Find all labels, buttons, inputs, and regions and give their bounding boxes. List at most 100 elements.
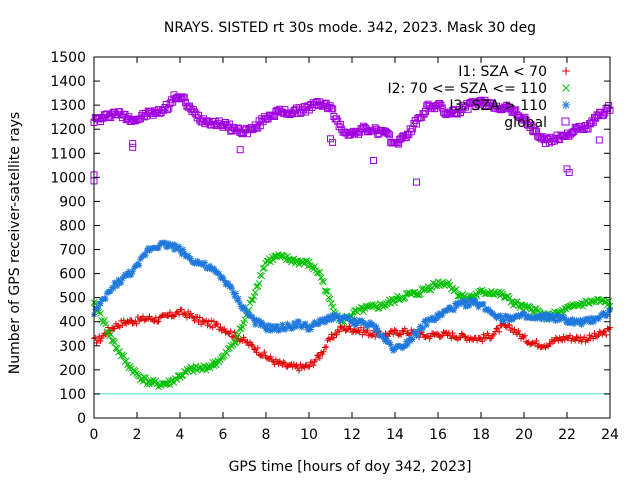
series-1-point-123 bbox=[249, 342, 256, 349]
series-1-point-175 bbox=[316, 355, 323, 362]
series-1-point-49 bbox=[154, 319, 161, 325]
series-3-point-226 bbox=[382, 338, 389, 345]
series-3-point-320 bbox=[503, 313, 510, 319]
series-3-point-202 bbox=[351, 316, 358, 323]
series-3-point-164 bbox=[302, 320, 309, 327]
series-3-point-388 bbox=[591, 318, 598, 324]
series-2-point-93 bbox=[210, 362, 218, 369]
series-4-point-185 bbox=[329, 105, 337, 113]
series-3-point-29 bbox=[128, 271, 135, 278]
series-1-point-28 bbox=[127, 316, 134, 323]
series-3-point-176 bbox=[318, 319, 324, 326]
series-1-point-21 bbox=[118, 317, 125, 324]
series-2-point-125 bbox=[251, 289, 259, 296]
series-3-point-40 bbox=[142, 252, 149, 259]
series-1-point-137 bbox=[267, 353, 274, 360]
y-tick-label-2: 200 bbox=[59, 363, 86, 379]
series-3-point-317 bbox=[499, 315, 506, 321]
series-2 bbox=[90, 251, 614, 391]
series-3-point-349 bbox=[541, 311, 548, 318]
series-3-point-61 bbox=[169, 241, 176, 248]
series-3-point-104 bbox=[225, 280, 232, 286]
series-1-point-85 bbox=[200, 318, 207, 325]
series-1-point-173 bbox=[314, 352, 321, 359]
legend-label-4: global bbox=[504, 115, 547, 131]
y-tick-label-0: 0 bbox=[77, 411, 86, 427]
series-3-point-166 bbox=[305, 327, 312, 334]
x-tick-label-5: 10 bbox=[300, 427, 318, 443]
series-3-point-149 bbox=[283, 325, 290, 332]
y-tick-label-10: 1000 bbox=[50, 170, 86, 186]
series-3-point-69 bbox=[180, 246, 186, 253]
series-4-outlier-5 bbox=[327, 135, 334, 143]
series-3-point-154 bbox=[289, 325, 296, 332]
series-1-point-148 bbox=[281, 360, 288, 367]
series-3-point-398 bbox=[604, 311, 611, 318]
series-2-point-128 bbox=[255, 279, 263, 287]
series-2-point-181 bbox=[324, 288, 331, 295]
series-3-point-318 bbox=[501, 317, 508, 324]
series-4-outlier-2 bbox=[129, 140, 137, 148]
series-3-point-380 bbox=[581, 319, 588, 326]
series-3-point-145 bbox=[278, 325, 284, 332]
series-2-point-139 bbox=[269, 256, 277, 264]
series-1-point-369 bbox=[567, 332, 573, 339]
series-3-point-110 bbox=[232, 290, 239, 297]
series-3-point-135 bbox=[265, 322, 272, 328]
series-3-point-288 bbox=[462, 303, 469, 310]
series-3-point-255 bbox=[420, 325, 426, 332]
series-2-point-122 bbox=[248, 296, 255, 304]
series-1-point-188 bbox=[333, 331, 340, 338]
y-tick-label-8: 800 bbox=[59, 218, 86, 234]
series-1-point-376 bbox=[576, 337, 582, 344]
series-3-point-58 bbox=[165, 240, 172, 247]
series-1-point-390 bbox=[594, 333, 601, 340]
series-3-point-35 bbox=[136, 262, 143, 269]
series-3-point-200 bbox=[349, 318, 355, 325]
x-tick-label-11: 22 bbox=[558, 427, 576, 443]
series-3-point-217 bbox=[370, 322, 377, 329]
series-2-point-16 bbox=[111, 339, 118, 346]
series-3-point-251 bbox=[414, 331, 421, 338]
series-1-point-356 bbox=[550, 338, 557, 345]
legend-marker-2 bbox=[562, 84, 570, 92]
series-4-outlier-3 bbox=[129, 143, 137, 151]
series-3-point-353 bbox=[546, 316, 553, 323]
series-2-point-9 bbox=[102, 320, 109, 328]
series-3-point-100 bbox=[220, 274, 226, 281]
series-1-point-326 bbox=[511, 326, 518, 333]
series-3-point-93 bbox=[211, 265, 217, 272]
series-3-point-395 bbox=[600, 309, 607, 316]
x-tick-label-0: 0 bbox=[90, 427, 99, 443]
series-2-point-221 bbox=[375, 304, 383, 312]
series-2-point-251 bbox=[414, 291, 422, 298]
series-3-point-159 bbox=[296, 318, 303, 325]
series-3-point-146 bbox=[279, 321, 286, 328]
series-2-point-235 bbox=[393, 292, 401, 300]
series-1-point-259 bbox=[425, 332, 432, 339]
series-1-point-59 bbox=[167, 309, 174, 316]
series-3-point-377 bbox=[577, 316, 584, 323]
series-3-point-322 bbox=[506, 317, 513, 324]
series-1-point-3 bbox=[94, 337, 101, 344]
x-tick-label-1: 2 bbox=[133, 427, 142, 443]
series-3-point-62 bbox=[171, 247, 177, 253]
x-tick-label-9: 18 bbox=[472, 427, 490, 443]
series-3-point-184 bbox=[328, 317, 335, 324]
series-1-point-43 bbox=[146, 313, 153, 320]
series-3-point-242 bbox=[403, 338, 410, 345]
series-3-point-107 bbox=[229, 285, 235, 292]
series-3-point-150 bbox=[284, 320, 291, 327]
series-3-point-357 bbox=[551, 313, 558, 320]
series-3-point-356 bbox=[550, 316, 557, 323]
series-2-point-171 bbox=[311, 263, 318, 270]
series-1-point-276 bbox=[447, 332, 453, 339]
legend-label-1: I1: SZA < 70 bbox=[458, 64, 547, 80]
legend-marker-1 bbox=[562, 67, 570, 75]
series-4-point-188 bbox=[333, 115, 340, 123]
series-1-point-244 bbox=[405, 330, 412, 337]
y-tick-label-6: 600 bbox=[59, 267, 86, 283]
series-3-point-125 bbox=[252, 321, 259, 328]
series-3-point-227 bbox=[383, 335, 390, 342]
series-3-point-109 bbox=[231, 293, 238, 300]
